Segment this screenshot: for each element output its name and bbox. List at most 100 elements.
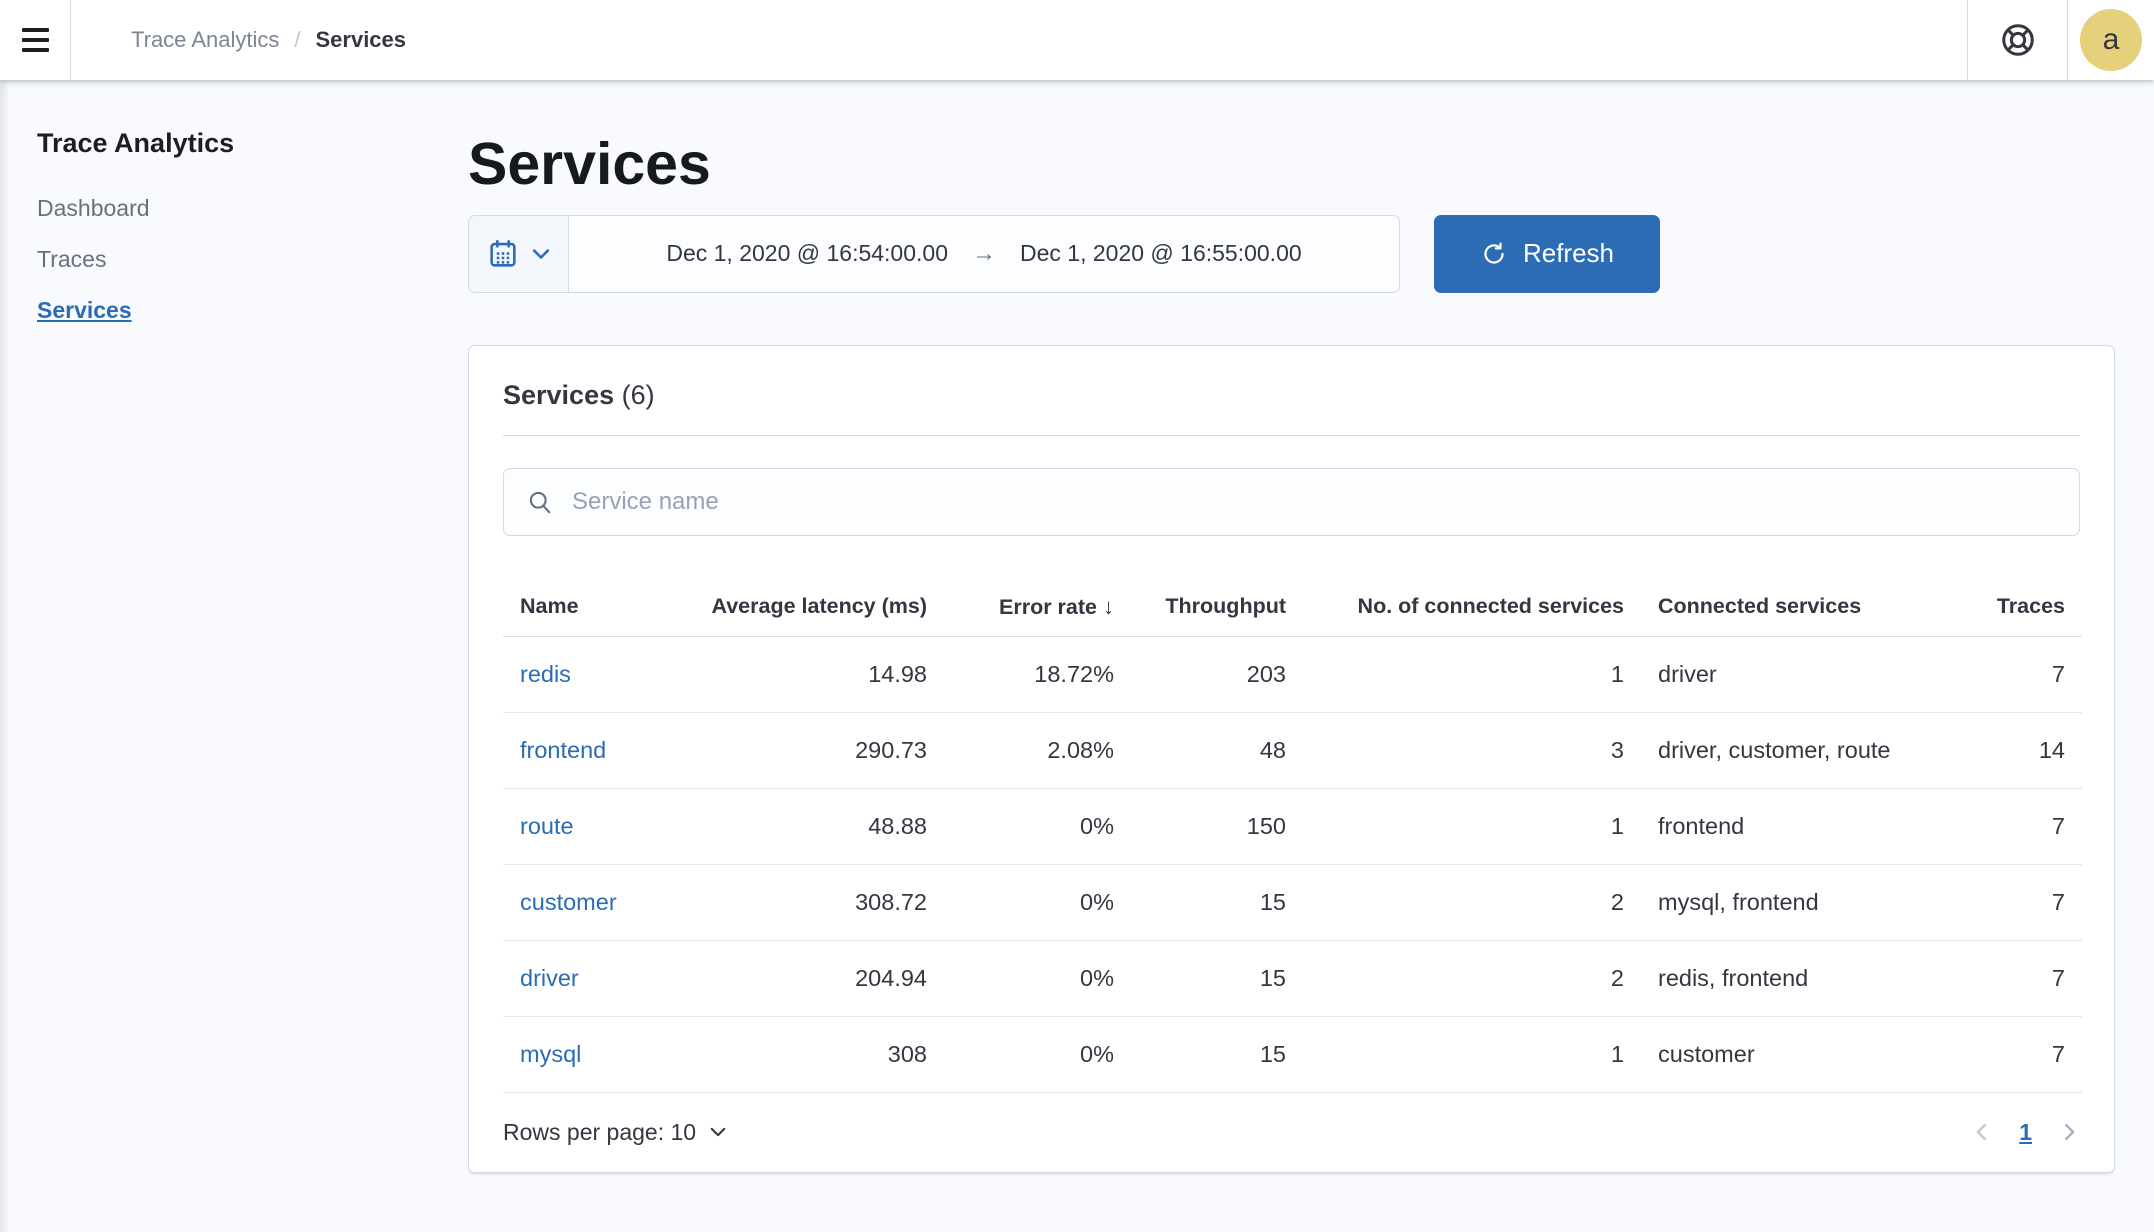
cell-name: mysql <box>503 1016 661 1093</box>
controls-row: Dec 1, 2020 @ 16:54:00.00 → Dec 1, 2020 … <box>468 214 2154 293</box>
date-range-arrow-icon: → <box>972 239 996 267</box>
cell-avg_latency: 290.73 <box>661 712 944 789</box>
breadcrumb-separator: / <box>294 27 301 52</box>
page-title: Services <box>468 131 711 197</box>
service-link-customer[interactable]: customer <box>520 888 617 915</box>
table-row: redis 14.98 18.72% 203 1 driver 7 <box>503 636 2082 713</box>
cell-error_rate: 2.08% <box>944 712 1131 789</box>
cell-connected_count: 2 <box>1303 940 1641 1017</box>
column-header-connected_services[interactable]: Connected services <box>1641 575 1951 637</box>
cell-name: frontend <box>503 712 661 789</box>
previous-page-button[interactable] <box>1971 1121 1993 1143</box>
cell-connected_services: driver, customer, route <box>1641 712 1951 789</box>
rows-per-page-label: Rows per page: 10 <box>503 1118 697 1145</box>
next-page-button[interactable] <box>2058 1121 2080 1143</box>
services-table: Name Average latency (ms) Error rate ↓ Throu… <box>503 575 2082 1093</box>
cell-throughput: 203 <box>1131 636 1303 713</box>
breadcrumb: Trace Analytics / Services <box>131 27 406 53</box>
cell-name: redis <box>503 636 661 713</box>
panel-title: Services (6) <box>503 380 2080 411</box>
column-header-name[interactable]: Name <box>503 575 661 637</box>
cell-error_rate: 0% <box>944 788 1131 865</box>
services-table-body: redis 14.98 18.72% 203 1 driver 7 frontend 290.7… <box>503 636 2082 1093</box>
column-header-avg_latency[interactable]: Average latency (ms) <box>661 575 944 637</box>
cell-error_rate: 0% <box>944 864 1131 941</box>
sidebar-item-traces[interactable]: Traces <box>37 246 107 272</box>
service-link-route[interactable]: route <box>520 812 574 839</box>
rows-per-page-button[interactable]: Rows per page: 10 <box>503 1119 728 1146</box>
hamburger-menu-icon <box>21 28 49 52</box>
panel-footer: Rows per page: 10 1 <box>503 1119 2080 1146</box>
cell-traces: 14 <box>1951 712 2082 789</box>
column-header-traces[interactable]: Traces <box>1951 575 2082 637</box>
date-end[interactable]: Dec 1, 2020 @ 16:55:00.00 <box>1020 240 1302 267</box>
breadcrumb-trace-analytics[interactable]: Trace Analytics <box>131 27 280 52</box>
sidebar-nav: Dashboard Traces Services <box>37 195 468 324</box>
help-button[interactable] <box>1967 0 2067 80</box>
date-picker: Dec 1, 2020 @ 16:54:00.00 → Dec 1, 2020 … <box>468 214 1400 293</box>
chevron-right-icon <box>2065 1124 2075 1141</box>
cell-connected_count: 1 <box>1303 636 1641 713</box>
chevron-left-icon <box>1976 1124 1987 1141</box>
panel-divider <box>503 434 2080 436</box>
cell-error_rate: 0% <box>944 1016 1131 1093</box>
cell-avg_latency: 204.94 <box>661 940 944 1017</box>
cell-error_rate: 18.72% <box>944 636 1131 713</box>
search-icon <box>529 491 551 514</box>
table-row: route 48.88 0% 150 1 frontend 7 <box>503 788 2082 865</box>
column-header-connected_count[interactable]: No. of connected services <box>1303 575 1641 637</box>
service-link-mysql[interactable]: mysql <box>520 1040 582 1067</box>
cell-traces: 7 <box>1951 940 2082 1017</box>
service-link-driver[interactable]: driver <box>520 964 579 991</box>
sidebar: Trace Analytics Dashboard Traces Services <box>0 80 468 1232</box>
page-number-1[interactable]: 1 <box>2019 1118 2032 1145</box>
panel-title-text: Services <box>503 379 615 410</box>
cell-avg_latency: 308.72 <box>661 864 944 941</box>
avatar-cell: a <box>2067 0 2154 80</box>
panel-title-count: (6) <box>621 379 655 410</box>
cell-traces: 7 <box>1951 1016 2082 1093</box>
cell-throughput: 48 <box>1131 712 1303 789</box>
cell-name: driver <box>503 940 661 1017</box>
cell-throughput: 15 <box>1131 1016 1303 1093</box>
cell-connected_count: 1 <box>1303 1016 1641 1093</box>
column-header-error_rate[interactable]: Error rate ↓ <box>944 575 1131 637</box>
main-content: Services <box>468 80 2154 1232</box>
cell-throughput: 15 <box>1131 940 1303 1017</box>
cell-connected_count: 1 <box>1303 788 1641 865</box>
date-start[interactable]: Dec 1, 2020 @ 16:54:00.00 <box>666 240 948 267</box>
cell-throughput: 150 <box>1131 788 1303 865</box>
avatar[interactable]: a <box>2080 9 2142 71</box>
menu-button[interactable] <box>0 0 71 80</box>
chevron-down-icon <box>532 249 549 259</box>
cell-error_rate: 0% <box>944 940 1131 1017</box>
cell-name: customer <box>503 864 661 941</box>
service-link-redis[interactable]: redis <box>520 660 571 687</box>
column-header-throughput[interactable]: Throughput <box>1131 575 1303 637</box>
date-range: Dec 1, 2020 @ 16:54:00.00 → Dec 1, 2020 … <box>569 216 1399 292</box>
cell-avg_latency: 308 <box>661 1016 944 1093</box>
cell-connected_services: mysql, frontend <box>1641 864 1951 941</box>
cell-connected_services: customer <box>1641 1016 1951 1093</box>
content-area: Trace Analytics Dashboard Traces Services … <box>0 80 2154 1232</box>
top-nav: Trace Analytics / Services a <box>0 0 2154 80</box>
sidebar-title: Trace Analytics <box>37 128 235 158</box>
refresh-icon <box>1484 242 1504 264</box>
table-row: customer 308.72 0% 15 2 mysql, frontend 7 <box>503 864 2082 941</box>
service-link-frontend[interactable]: frontend <box>520 736 607 763</box>
sidebar-item-services[interactable]: Services <box>37 297 132 323</box>
table-row: frontend 290.73 2.08% 48 3 driver, customer, … <box>503 712 2082 789</box>
search-input[interactable] <box>572 487 2057 516</box>
refresh-button[interactable]: Refresh <box>1434 214 1660 293</box>
date-picker-calendar-button[interactable] <box>469 215 569 292</box>
cell-traces: 7 <box>1951 864 2082 941</box>
refresh-label: Refresh <box>1522 238 1615 269</box>
cell-avg_latency: 14.98 <box>661 636 944 713</box>
calendar-icon <box>489 239 516 267</box>
table-row: driver 204.94 0% 15 2 redis, frontend 7 <box>503 940 2082 1017</box>
cell-connected_services: driver <box>1641 636 1951 713</box>
cell-avg_latency: 48.88 <box>661 788 944 865</box>
search-box <box>503 467 2080 536</box>
cell-connected_services: redis, frontend <box>1641 940 1951 1017</box>
sidebar-item-dashboard[interactable]: Dashboard <box>37 195 150 221</box>
